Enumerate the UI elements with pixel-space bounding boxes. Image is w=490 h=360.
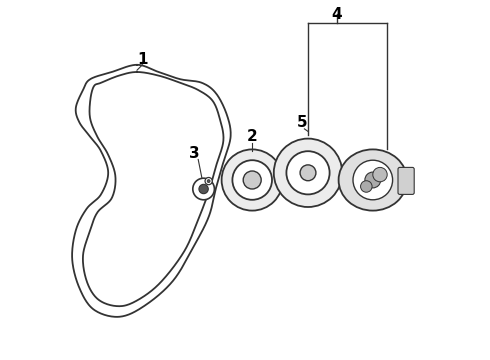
FancyBboxPatch shape: [398, 167, 414, 194]
Text: 2: 2: [247, 129, 258, 144]
Circle shape: [300, 165, 316, 181]
Text: 5: 5: [297, 115, 308, 130]
Circle shape: [221, 149, 283, 211]
Circle shape: [365, 172, 381, 188]
Circle shape: [205, 177, 212, 185]
Text: 4: 4: [332, 7, 342, 22]
Circle shape: [207, 180, 210, 183]
Circle shape: [243, 171, 261, 189]
Circle shape: [373, 167, 387, 182]
Circle shape: [193, 178, 215, 200]
Text: 3: 3: [189, 145, 200, 161]
Text: 1: 1: [137, 52, 147, 67]
Circle shape: [353, 160, 392, 200]
Circle shape: [286, 151, 330, 194]
Circle shape: [232, 160, 272, 200]
Circle shape: [274, 139, 342, 207]
Ellipse shape: [339, 149, 407, 211]
Circle shape: [361, 181, 372, 192]
Circle shape: [199, 184, 208, 194]
